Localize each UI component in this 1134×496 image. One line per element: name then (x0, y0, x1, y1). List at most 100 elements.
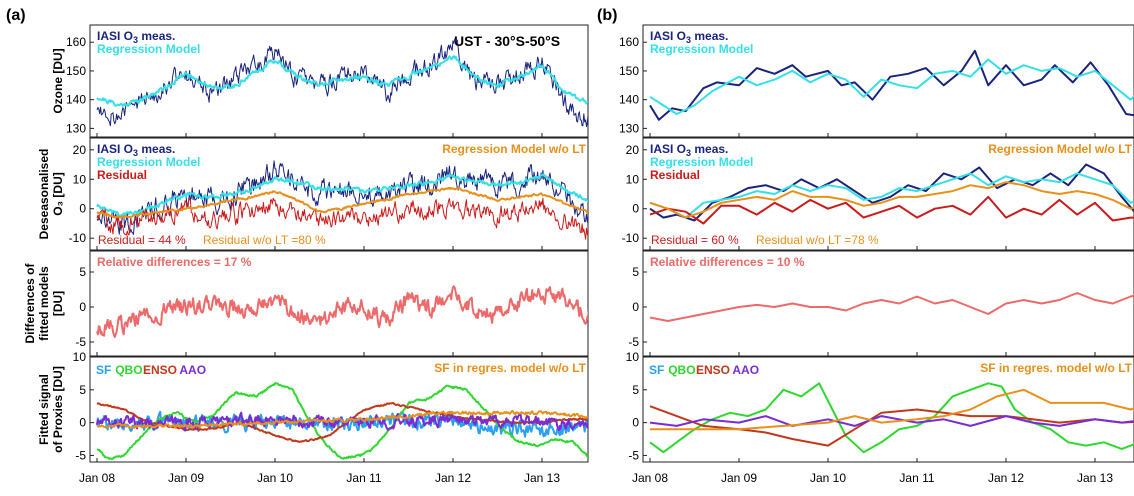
legend-after-b-1-0: meas. (691, 142, 728, 156)
y-tick-label-a-1-2: 10 (73, 172, 87, 186)
legend-item-b-2-0: Relative differences = 10 % (650, 255, 805, 269)
y-tick-label-b-1-0: -10 (622, 231, 640, 245)
legend-item-a-1-1: Regression Model (97, 155, 200, 169)
y-axis-label-a-2-0: Differences of (23, 262, 37, 343)
legend-text-b-1-1: Regression Model (650, 155, 753, 169)
legend-item-a-2-0: Relative differences = 17 % (97, 255, 252, 269)
x-tick-label-a-3: Jan 11 (346, 471, 381, 485)
series-line-a-3-1 (96, 382, 588, 461)
y-tick-label-a-3-0: -5 (75, 448, 86, 462)
y-tick-label-b-3-3: 10 (626, 350, 640, 364)
y-axis-label-a-2-1: fitted models (37, 266, 51, 341)
region-title: UST - 30°S-50°S (454, 33, 560, 49)
series-line-a-3-4 (96, 409, 588, 429)
x-tick-label-b-0: Jan 08 (632, 471, 668, 485)
legend-item-b-1-2: Residual (650, 168, 700, 182)
plot-frame-a-2 (89, 250, 589, 357)
legend-item-b-3-1: QBO (668, 363, 695, 377)
y-tick-label-a-0-2: 150 (66, 64, 86, 78)
legend-item-a-0-1: Regression Model (97, 42, 200, 56)
x-tick-label-b-1: Jan 09 (721, 471, 757, 485)
plot-frame-b-0 (642, 24, 1134, 138)
plot-frame-b-2 (642, 250, 1134, 357)
x-tick-label-a-0: Jan 08 (79, 471, 115, 485)
legend-after-a-0-0: meas. (138, 29, 175, 43)
legend-after-a-1-0: meas. (138, 142, 175, 156)
series-line-a-2-0 (96, 285, 588, 338)
note-a-1-1: Residual w/o LT =80 % (203, 233, 326, 247)
plot-frame-a-0 (89, 24, 589, 138)
legend-text-a-0-1: Regression Model (97, 42, 200, 56)
panel-b: Jan 08 Jan 09 Jan 10 Jan 11 Jan 12 Jan 13 130 1… (619, 24, 1134, 485)
y-tick-label-b-0-1: 140 (619, 93, 639, 107)
legend-sub-b-0-0: 3 (686, 35, 691, 45)
y-tick-label-b-2-1: 0 (632, 300, 639, 314)
note-b-1-0: Residual = 60 % (651, 233, 739, 247)
y-tick-label-b-1-1: 0 (632, 202, 639, 216)
legend-item-b-1-1: Regression Model (650, 155, 753, 169)
y-tick-label-b-3-0: -5 (628, 448, 639, 462)
legend-item-b-0-1: Regression Model (650, 42, 753, 56)
series-line-a-0-0 (96, 38, 588, 128)
panel-label-a: (a) (6, 7, 26, 24)
panel-label-b: (b) (597, 7, 617, 24)
note-a-1-0: Residual = 44 % (98, 233, 186, 247)
y-tick-label-b-0-2: 150 (619, 64, 639, 78)
legend-right-b-1: Regression Model w/o LT (988, 142, 1132, 156)
x-tick-label-a-2: Jan 10 (257, 471, 293, 485)
y-tick-label-b-0-3: 160 (619, 35, 639, 49)
legend-right-b-3: SF in regres. model w/o LT (980, 361, 1132, 375)
legend-item-b-3-3: AAO (732, 363, 759, 377)
y-tick-label-a-0-0: 130 (66, 121, 86, 135)
y-tick-label-b-3-2: 5 (632, 383, 639, 397)
y-axis-label-a-1-1: O₃ [DU] (51, 172, 65, 216)
legend-item-a-0-0: IASI O3 meas. (97, 29, 175, 45)
legend-text-b-0-0: IASI O (650, 29, 686, 43)
y-tick-label-b-3-1: 0 (632, 416, 639, 430)
series-line-a-1-1 (96, 173, 588, 218)
legend-after-b-0-0: meas. (691, 29, 728, 43)
y-axis-label-a-2-2: [DU] (51, 291, 65, 316)
y-tick-label-a-2-1: 0 (79, 300, 86, 314)
y-tick-label-a-1-3: 20 (73, 143, 87, 157)
legend-item-a-3-3: AAO (179, 363, 206, 377)
series-line-b-0-0 (649, 49, 1134, 121)
series-line-b-2-0 (649, 292, 1134, 322)
y-tick-label-a-1-1: 0 (79, 202, 86, 216)
y-tick-label-b-1-3: 20 (626, 143, 640, 157)
legend-text-a-0-0: IASI O (97, 29, 133, 43)
legend-sub-a-1-0: 3 (133, 148, 138, 158)
legend-text-b-2-0: Relative differences = 10 % (650, 255, 805, 269)
y-axis-label-a-3-1: of Proxies [DU] (51, 366, 65, 453)
series-line-b-0-1 (649, 58, 1134, 115)
x-tick-label-b-5: Jan 13 (1077, 471, 1113, 485)
y-tick-label-a-3-3: 10 (73, 350, 87, 364)
x-tick-label-b-4: Jan 12 (988, 471, 1024, 485)
plot-frame-b-3 (642, 356, 1134, 463)
plot-frame-a-1 (89, 137, 589, 251)
legend-right-a-3: SF in regres. model w/o LT (434, 361, 586, 375)
legend-item-a-3-1: QBO (115, 363, 142, 377)
x-tick-label-a-5: Jan 13 (524, 471, 560, 485)
legend-text-a-1-2: Residual (97, 168, 147, 182)
y-tick-label-a-2-0: -5 (75, 335, 86, 349)
series-line-b-1-3 (649, 181, 1134, 219)
x-tick-label-b-3: Jan 11 (899, 471, 934, 485)
y-axis-label-a-1-0: Deseasonalised (37, 149, 51, 240)
x-tick-label-a-4: Jan 12 (435, 471, 471, 485)
legend-text-b-0-1: Regression Model (650, 42, 753, 56)
legend-text-a-1-1: Regression Model (97, 155, 200, 169)
legend-item-b-3-0: SF (649, 363, 664, 377)
legend-sub-b-1-0: 3 (686, 148, 691, 158)
panel-a: Jan 08 Jan 09 Jan 10 Jan 11 Jan 12 Jan 13 130 1… (23, 24, 589, 485)
plot-frame-a-3 (89, 356, 589, 463)
y-tick-label-b-2-2: 5 (632, 265, 639, 279)
legend-text-a-1-0: IASI O (97, 142, 133, 156)
y-tick-label-a-0-1: 140 (66, 93, 86, 107)
series-line-b-3-3 (650, 388, 1134, 431)
x-tick-label-b-2: Jan 10 (810, 471, 846, 485)
series-line-b-1-1 (649, 172, 1134, 219)
legend-right-a-1: Regression Model w/o LT (442, 142, 586, 156)
legend-item-a-1-0: IASI O3 meas. (97, 142, 175, 158)
